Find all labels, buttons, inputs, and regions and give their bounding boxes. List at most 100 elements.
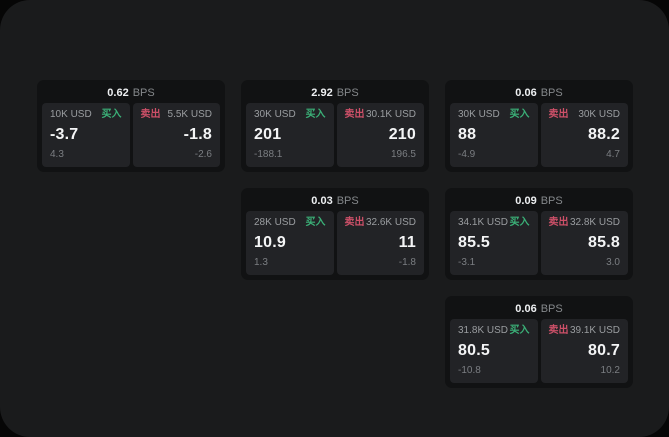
buy-label: 买入 xyxy=(509,325,530,336)
quote-panels: 28K USD 买入 10.9 1.3 卖出 32.6K USD 11 -1.8 xyxy=(246,211,424,275)
card-header: 0.06 BPS xyxy=(450,300,628,319)
sell-panel-top: 卖出 32.6K USD xyxy=(345,217,417,229)
quote-card: 2.92 BPS 30K USD 买入 201 -188.1 卖出 30.1K … xyxy=(241,80,429,172)
bps-unit-label: BPS xyxy=(540,87,563,99)
buy-panel[interactable]: 30K USD 买入 201 -188.1 xyxy=(246,103,334,167)
sell-panel[interactable]: 卖出 39.1K USD 80.7 10.2 xyxy=(540,319,628,383)
sell-panel-top: 卖出 30.1K USD xyxy=(345,109,417,121)
buy-label: 买入 xyxy=(101,109,122,120)
quote-panels: 30K USD 买入 201 -188.1 卖出 30.1K USD 210 1… xyxy=(246,103,424,167)
quote-card: 0.03 BPS 28K USD 买入 10.9 1.3 卖出 32.6K US… xyxy=(241,188,429,280)
buy-label: 买入 xyxy=(305,217,326,228)
sell-label: 卖出 xyxy=(140,109,161,120)
buy-amount: 10K USD xyxy=(50,109,92,120)
card-header: 2.92 BPS xyxy=(246,84,424,103)
sell-delta: -2.6 xyxy=(194,149,212,160)
sell-delta: 3.0 xyxy=(606,257,620,268)
quote-card: 0.06 BPS 30K USD 买入 88 -4.9 卖出 30K USD xyxy=(445,80,633,172)
buy-amount: 30K USD xyxy=(458,109,500,120)
buy-amount: 28K USD xyxy=(254,217,296,228)
buy-delta: -3.1 xyxy=(458,257,476,268)
buy-delta: -4.9 xyxy=(458,149,476,160)
sell-price: 80.7 xyxy=(588,342,620,359)
buy-panel-top: 30K USD 买入 xyxy=(254,109,326,121)
sell-panel-top: 卖出 39.1K USD xyxy=(549,325,621,337)
bps-value: 0.09 xyxy=(515,195,537,207)
sell-panel-top: 卖出 5.5K USD xyxy=(141,109,213,121)
sell-delta: 196.5 xyxy=(390,149,416,160)
sell-label: 卖出 xyxy=(344,109,365,120)
buy-panel-top: 34.1K USD 买入 xyxy=(458,217,530,229)
sell-delta: -1.8 xyxy=(398,257,416,268)
quote-panels: 31.8K USD 买入 80.5 -10.8 卖出 39.1K USD 80.… xyxy=(450,319,628,383)
buy-panel[interactable]: 30K USD 买入 88 -4.9 xyxy=(450,103,538,167)
quote-card: 0.62 BPS 10K USD 买入 -3.7 4.3 卖出 5.5K USD xyxy=(37,80,225,172)
sell-amount: 32.6K USD xyxy=(365,217,416,228)
buy-panel[interactable]: 34.1K USD 买入 85.5 -3.1 xyxy=(450,211,538,275)
bps-value: 0.06 xyxy=(515,87,537,99)
bps-value: 2.92 xyxy=(311,87,333,99)
buy-price: 85.5 xyxy=(458,234,490,251)
bps-unit-label: BPS xyxy=(540,303,563,315)
sell-label: 卖出 xyxy=(548,325,569,336)
bps-unit-label: BPS xyxy=(336,87,359,99)
quote-panels: 34.1K USD 买入 85.5 -3.1 卖出 32.8K USD 85.8… xyxy=(450,211,628,275)
buy-price: -3.7 xyxy=(50,126,79,143)
sell-amount: 30K USD xyxy=(578,109,620,120)
sell-label: 卖出 xyxy=(344,217,365,228)
sell-delta: 10.2 xyxy=(600,365,620,376)
sell-amount: 39.1K USD xyxy=(569,325,620,336)
bps-unit-label: BPS xyxy=(132,87,155,99)
buy-price: 201 xyxy=(254,126,282,143)
sell-panel[interactable]: 卖出 30.1K USD 210 196.5 xyxy=(336,103,424,167)
buy-panel[interactable]: 10K USD 买入 -3.7 4.3 xyxy=(42,103,130,167)
bps-value: 0.06 xyxy=(515,303,537,315)
buy-panel[interactable]: 31.8K USD 买入 80.5 -10.8 xyxy=(450,319,538,383)
buy-delta: 4.3 xyxy=(50,149,64,160)
buy-price: 88 xyxy=(458,126,477,143)
buy-panel-top: 30K USD 买入 xyxy=(458,109,530,121)
quote-panels: 30K USD 买入 88 -4.9 卖出 30K USD 88.2 4.7 xyxy=(450,103,628,167)
buy-panel[interactable]: 28K USD 买入 10.9 1.3 xyxy=(246,211,334,275)
buy-amount: 31.8K USD xyxy=(458,325,509,336)
quote-card: 0.06 BPS 31.8K USD 买入 80.5 -10.8 卖出 39.1… xyxy=(445,296,633,388)
sell-amount: 32.8K USD xyxy=(569,217,620,228)
buy-delta: -188.1 xyxy=(254,149,283,160)
sell-amount: 5.5K USD xyxy=(167,109,212,120)
sell-amount: 30.1K USD xyxy=(365,109,416,120)
bps-unit-label: BPS xyxy=(336,195,359,207)
sell-panel[interactable]: 卖出 30K USD 88.2 4.7 xyxy=(540,103,628,167)
sell-panel-top: 卖出 30K USD xyxy=(549,109,621,121)
card-header: 0.09 BPS xyxy=(450,192,628,211)
quote-panels: 10K USD 买入 -3.7 4.3 卖出 5.5K USD -1.8 -2.… xyxy=(42,103,220,167)
buy-price: 10.9 xyxy=(254,234,286,251)
buy-label: 买入 xyxy=(509,109,530,120)
buy-delta: 1.3 xyxy=(254,257,268,268)
sell-panel[interactable]: 卖出 32.6K USD 11 -1.8 xyxy=(336,211,424,275)
quote-cards-grid: 0.62 BPS 10K USD 买入 -3.7 4.3 卖出 5.5K USD xyxy=(37,80,633,388)
sell-panel-top: 卖出 32.8K USD xyxy=(549,217,621,229)
sell-panel[interactable]: 卖出 5.5K USD -1.8 -2.6 xyxy=(132,103,220,167)
buy-label: 买入 xyxy=(305,109,326,120)
buy-price: 80.5 xyxy=(458,342,490,359)
sell-price: 210 xyxy=(388,126,416,143)
sell-price: -1.8 xyxy=(183,126,212,143)
sell-label: 卖出 xyxy=(548,109,569,120)
sell-price: 85.8 xyxy=(588,234,620,251)
buy-label: 买入 xyxy=(509,217,530,228)
bps-unit-label: BPS xyxy=(540,195,563,207)
buy-panel-top: 31.8K USD 买入 xyxy=(458,325,530,337)
sell-panel[interactable]: 卖出 32.8K USD 85.8 3.0 xyxy=(540,211,628,275)
buy-panel-top: 10K USD 买入 xyxy=(50,109,122,121)
sell-price: 88.2 xyxy=(588,126,620,143)
buy-panel-top: 28K USD 买入 xyxy=(254,217,326,229)
card-header: 0.03 BPS xyxy=(246,192,424,211)
buy-delta: -10.8 xyxy=(458,365,481,376)
sell-price: 11 xyxy=(398,234,416,251)
quote-card: 0.09 BPS 34.1K USD 买入 85.5 -3.1 卖出 32.8K… xyxy=(445,188,633,280)
sell-delta: 4.7 xyxy=(606,149,620,160)
bps-value: 0.03 xyxy=(311,195,333,207)
sell-label: 卖出 xyxy=(548,217,569,228)
bps-value: 0.62 xyxy=(107,87,129,99)
